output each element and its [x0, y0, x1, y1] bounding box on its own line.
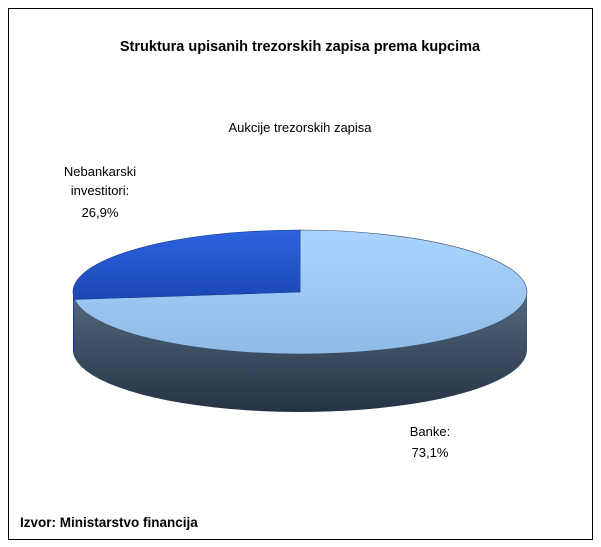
category-label: Banke: [410, 424, 450, 439]
pie-slice [74, 229, 528, 355]
value-label: 73,1% [412, 445, 449, 460]
value-label: 26,9% [82, 205, 119, 220]
category-label: Nebankarski investitori: [64, 164, 136, 198]
subtitle: Aukcije trezorskih zapisa [228, 120, 372, 135]
pie-slice [72, 229, 301, 300]
pie-side [73, 292, 75, 358]
frame [8, 8, 593, 540]
pie-side [74, 292, 527, 412]
source: Izvor: Ministarstvo financija [20, 515, 198, 530]
chart-title: Struktura upisanih trezorskih zapisa pre… [119, 39, 481, 55]
